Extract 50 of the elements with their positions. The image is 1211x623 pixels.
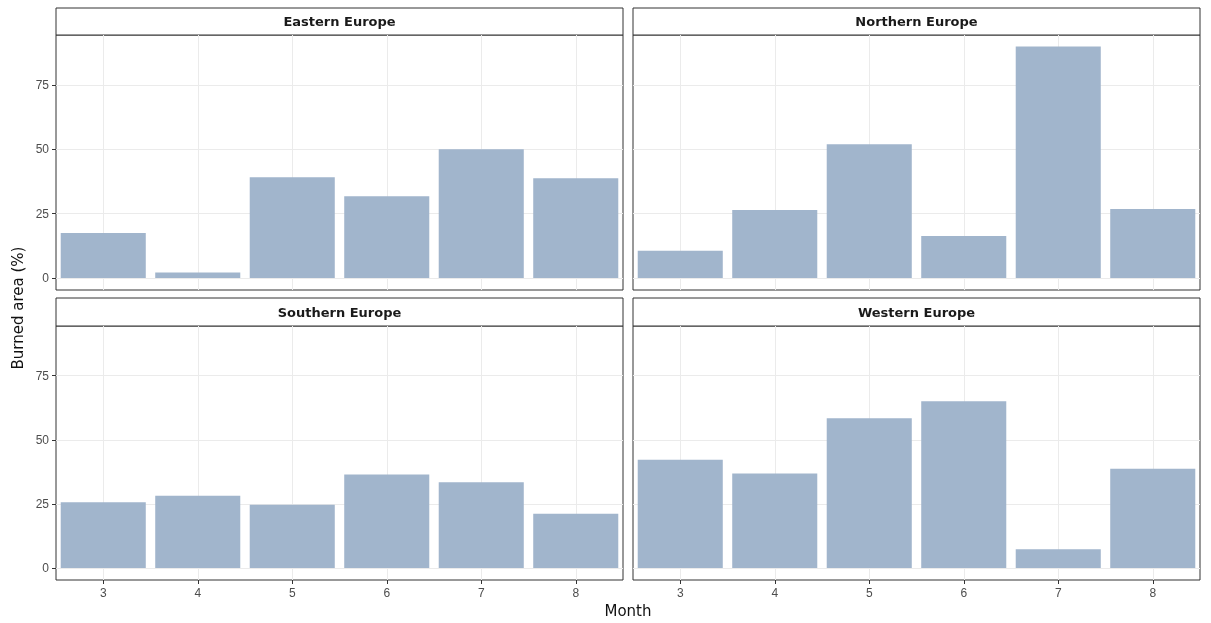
x-axis-title: Month: [604, 602, 652, 620]
bar: [1110, 208, 1196, 278]
y-tick-label: 75: [35, 368, 50, 383]
bar: [344, 474, 430, 568]
bar: [637, 250, 723, 278]
bar: [438, 482, 524, 568]
y-tick-label: 0: [42, 560, 50, 575]
chart-title: Eastern Europe: [283, 14, 396, 29]
y-tick-label: 75: [35, 77, 50, 92]
bar: [826, 418, 912, 568]
y-tick-label: 0: [42, 270, 50, 285]
bar: [249, 177, 335, 278]
bar: [1110, 468, 1196, 568]
bar: [344, 196, 430, 278]
bar: [732, 209, 818, 278]
bar: [533, 513, 619, 568]
x-tick-label: 4: [194, 586, 202, 600]
bar: [921, 401, 1007, 568]
chart-title: Western Europe: [857, 304, 976, 320]
x-tick-label: 6: [960, 586, 968, 600]
y-tick-label: 25: [35, 206, 50, 221]
bar: [826, 144, 912, 278]
bar: [1015, 549, 1101, 568]
y-tick-label: 50: [35, 142, 50, 157]
y-axis-title: Burned area (%): [9, 246, 27, 370]
y-tick-label: 25: [35, 496, 50, 511]
bar: [155, 495, 241, 568]
x-tick-label: 8: [1149, 586, 1157, 600]
x-tick-label: 3: [676, 586, 684, 600]
x-tick-label: 5: [865, 586, 873, 600]
bar: [533, 178, 619, 278]
x-tick-label: 7: [1054, 586, 1062, 600]
bar: [155, 272, 241, 278]
x-tick-label: 5: [288, 586, 296, 600]
x-tick-label: 4: [771, 586, 779, 600]
bar: [637, 459, 723, 568]
bar: [921, 235, 1007, 278]
bar: [249, 504, 335, 568]
chart-title: Northern Europe: [855, 14, 978, 29]
x-tick-label: 6: [383, 586, 391, 600]
bar: [1015, 46, 1101, 278]
bar: [732, 473, 818, 568]
x-tick-label: 7: [477, 586, 485, 600]
bar: [438, 149, 524, 278]
bar: [60, 232, 146, 278]
x-tick-label: 8: [572, 586, 580, 600]
bar: [60, 502, 146, 568]
x-tick-label: 3: [99, 586, 107, 600]
y-tick-label: 50: [35, 432, 50, 447]
chart-title: Southern Europe: [277, 304, 402, 320]
